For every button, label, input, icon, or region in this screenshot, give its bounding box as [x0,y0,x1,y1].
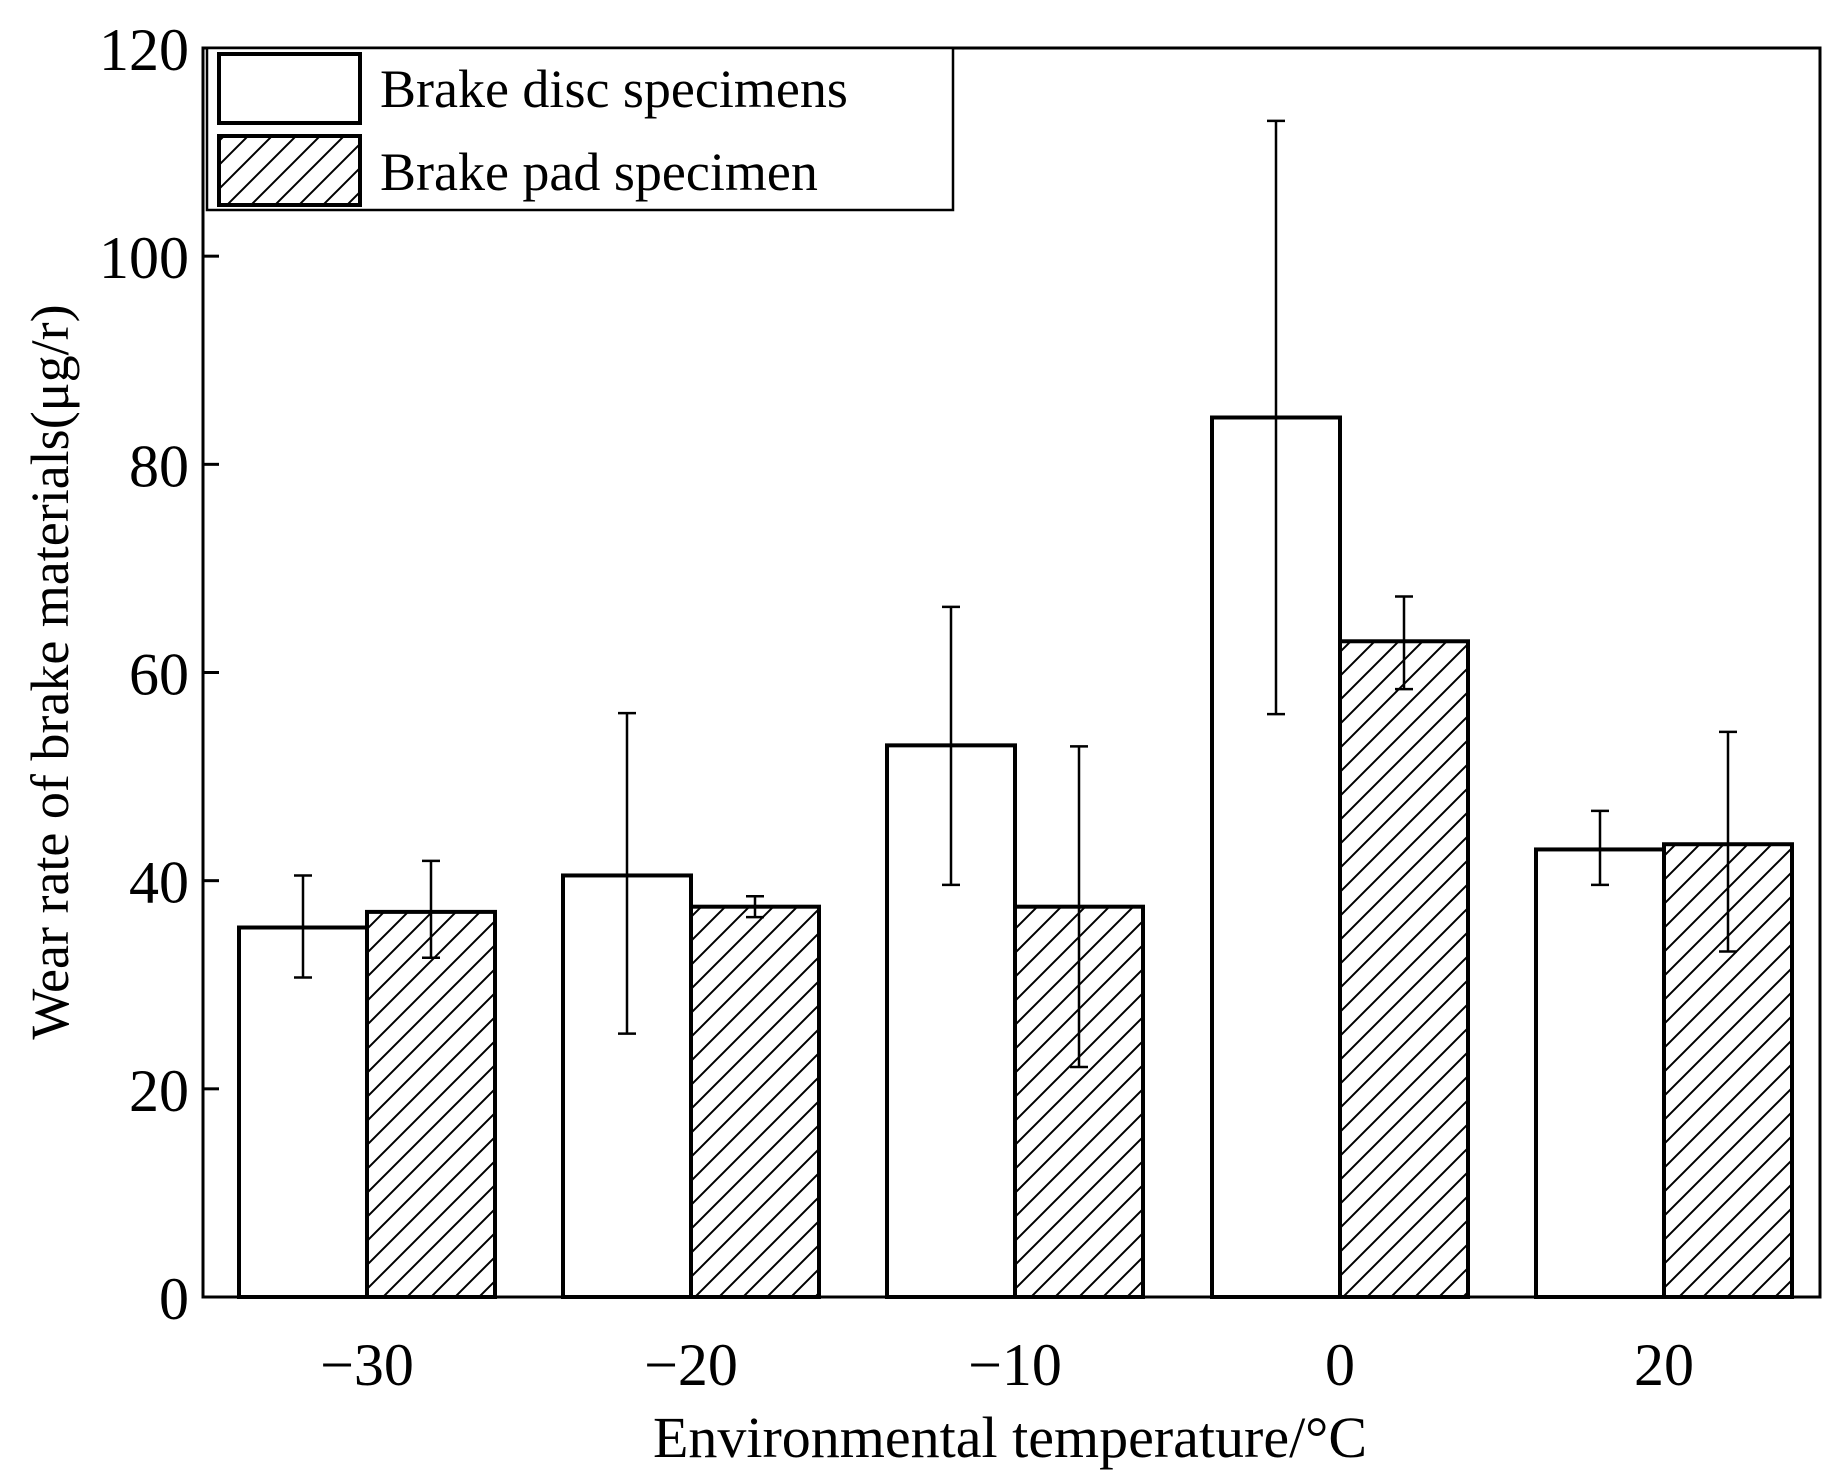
error-bar-disc-1 [618,711,636,1035]
legend-swatch-disc [217,52,362,125]
y-tick-label: 60 [129,642,189,708]
legend-label-disc: Brake disc specimens [380,59,848,119]
y-tick-label: 80 [129,433,189,499]
bar-disc-4 [1534,847,1666,1299]
legend-swatch-pad [217,134,362,207]
y-tick-label: 100 [99,225,189,291]
error-bar-disc-2 [942,605,960,887]
legend-label-pad: Brake pad specimen [380,142,818,202]
x-axis-label: Environmental temperature/°C [653,1405,1367,1470]
error-bars-layer [294,119,1737,1069]
error-bar-pad-4 [1719,730,1737,953]
x-tick-label: 20 [1634,1332,1694,1398]
error-bar-pad-1 [746,895,764,919]
bar-pad-2 [1013,904,1145,1299]
y-axis-label: Wear rate of brake materials(μg/r) [20,304,80,1039]
y-tick-label: 40 [129,850,189,916]
legend: Brake disc specimens Brake pad specimen [205,46,955,212]
error-bar-pad-0 [422,859,440,959]
x-tick-label: −30 [320,1332,414,1398]
bars-layer [237,415,1794,1300]
error-bar-disc-0 [294,874,312,979]
bar-pad-0 [365,909,497,1299]
y-tick-label: 20 [129,1058,189,1124]
bar-pad-3 [1338,639,1470,1299]
bar-disc-0 [237,925,369,1299]
x-tick-label: −20 [644,1332,738,1398]
y-tick-label: 120 [99,17,189,83]
y-axis: 0 20 40 60 80 100 120 [99,17,219,1332]
error-bar-pad-3 [1395,595,1413,691]
y-tick-label: 0 [159,1266,189,1332]
x-tick-label: 0 [1325,1332,1355,1398]
x-tick-label: −10 [968,1332,1062,1398]
error-bar-disc-3 [1267,119,1285,716]
error-bar-pad-2 [1070,745,1088,1069]
bar-pad-1 [689,904,821,1299]
x-axis: −30 −20 −10 0 20 [320,1281,1694,1398]
error-bar-disc-4 [1591,809,1609,887]
